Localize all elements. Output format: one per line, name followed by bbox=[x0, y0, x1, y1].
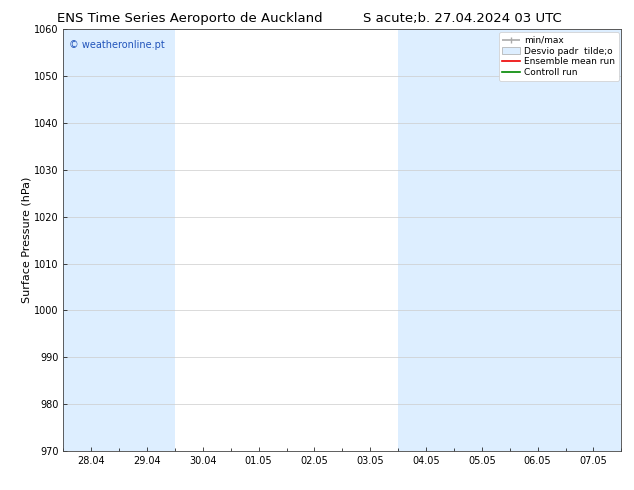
Y-axis label: Surface Pressure (hPa): Surface Pressure (hPa) bbox=[21, 177, 31, 303]
Bar bbox=[398, 29, 454, 451]
Bar bbox=[454, 29, 510, 451]
Legend: min/max, Desvio padr  tilde;o, Ensemble mean run, Controll run: min/max, Desvio padr tilde;o, Ensemble m… bbox=[499, 32, 619, 81]
Bar bbox=[63, 29, 119, 451]
Bar bbox=[510, 29, 566, 451]
Bar bbox=[119, 29, 175, 451]
Bar bbox=[566, 29, 621, 451]
Text: © weatheronline.pt: © weatheronline.pt bbox=[69, 40, 165, 50]
Text: S acute;b. 27.04.2024 03 UTC: S acute;b. 27.04.2024 03 UTC bbox=[363, 12, 562, 25]
Text: ENS Time Series Aeroporto de Auckland: ENS Time Series Aeroporto de Auckland bbox=[58, 12, 323, 25]
